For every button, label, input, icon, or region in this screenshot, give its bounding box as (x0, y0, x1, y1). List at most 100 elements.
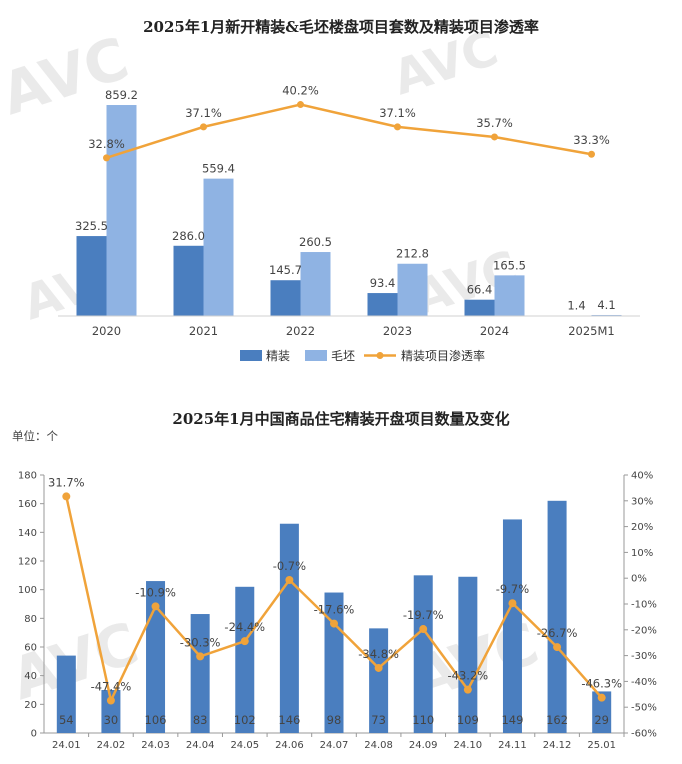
rate-label: 37.1% (379, 106, 416, 120)
x-tick-label: 24.01 (52, 740, 81, 751)
rate-point (394, 123, 401, 131)
bar-maopi (300, 252, 331, 316)
x-tick-label: 24.11 (498, 740, 527, 751)
rate-point (297, 101, 304, 109)
change-label: -0.7% (273, 559, 306, 573)
change-point (151, 602, 160, 611)
x-tick-label: 24.02 (97, 740, 126, 751)
change-label: -34.8% (358, 647, 399, 661)
change-point (463, 685, 472, 694)
chart2-unit-label: 单位：个 (12, 429, 58, 443)
data-label-count: 29 (594, 713, 609, 727)
data-label-count: 30 (104, 713, 119, 727)
data-label-jingzhuang: 145.7 (269, 263, 302, 277)
bar-jingzhuang (367, 293, 398, 316)
data-label-count: 162 (546, 713, 568, 727)
data-label-count: 110 (412, 713, 434, 727)
change-label: -47.4% (91, 679, 132, 693)
change-point (240, 637, 249, 646)
bar-count (279, 523, 299, 733)
y-tick-label: 140 (18, 528, 37, 539)
change-label: -17.6% (314, 603, 355, 617)
y-tick-label: 100 (18, 585, 37, 596)
y-tick-label: 0 (31, 729, 37, 740)
change-point (553, 643, 562, 652)
bar-jingzhuang (173, 245, 204, 316)
x-tick-label: 24.07 (320, 740, 349, 751)
bar-count (502, 519, 522, 733)
change-label: -46.3% (581, 677, 622, 691)
x-tick-label: 24.09 (409, 740, 438, 751)
x-tick-label: 24.03 (141, 740, 170, 751)
data-label-count: 102 (234, 713, 256, 727)
y-right-tick-label: -20% (631, 625, 657, 636)
change-point (196, 652, 205, 661)
data-label-count: 109 (457, 713, 479, 727)
data-label-jingzhuang: 286.0 (172, 229, 205, 243)
bar-maopi (591, 314, 622, 316)
bar-count (56, 655, 76, 733)
change-point (62, 492, 71, 501)
data-label-maopi: 260.5 (299, 235, 332, 249)
data-label-jingzhuang: 93.4 (370, 276, 396, 290)
chart1-rate-line: 32.8% 37.1% 40.2% 37.1% 35.7% 33.3% (88, 84, 610, 162)
data-label-count: 149 (501, 713, 523, 727)
y-right-tick-label: 40% (631, 471, 653, 482)
bar-count (101, 690, 121, 733)
y-right-tick-label: -50% (631, 703, 657, 714)
x-tick-label: 2025M1 (568, 324, 615, 338)
bar-count (369, 628, 389, 733)
data-label-count: 106 (145, 713, 167, 727)
x-tick-label: 24.06 (275, 740, 304, 751)
bar-maopi (203, 178, 234, 316)
rate-point (588, 150, 595, 158)
bar-jingzhuang (270, 280, 301, 316)
rate-point (491, 133, 498, 141)
y-right-tick-label: 30% (631, 496, 653, 507)
y-right-tick-label: -40% (631, 677, 657, 688)
change-point (106, 696, 115, 705)
rate-label: 33.3% (573, 133, 610, 147)
bar-count (547, 500, 567, 733)
bar-maopi (106, 105, 137, 316)
rate-label: 35.7% (476, 116, 513, 130)
data-label-count: 146 (278, 713, 300, 727)
bar-jingzhuang (76, 236, 107, 316)
y-tick-label: 60 (24, 643, 37, 654)
bar-count (190, 614, 210, 733)
bar-count (235, 586, 255, 733)
data-label-maopi: 559.4 (202, 162, 235, 176)
data-label-jingzhuang: 325.5 (75, 219, 108, 233)
change-label: -26.7% (537, 626, 578, 640)
x-tick-label: 2024 (480, 324, 509, 338)
data-label-count: 98 (327, 713, 342, 727)
y-right-tick-label: 10% (631, 548, 653, 559)
y-right-tick-label: 0% (631, 574, 647, 585)
data-label-jingzhuang: 1.4 (567, 299, 585, 313)
bar-maopi (397, 263, 428, 316)
data-label-maopi: 4.1 (597, 298, 615, 312)
y-right-tick-label: -30% (631, 651, 657, 662)
rate-point (103, 154, 110, 162)
change-point (597, 693, 606, 702)
bar-jingzhuang (464, 299, 495, 316)
chart1-x-axis: 2020 2021 2022 2023 2024 2025M1 (58, 315, 640, 338)
bar-count (592, 691, 612, 733)
x-tick-label: 24.08 (364, 740, 393, 751)
chart1-bars: 325.5 859.2 286.0 559.4 145.7 260.5 93.4 212.8 6… (75, 88, 622, 316)
change-label: -19.7% (403, 608, 444, 622)
data-label-count: 54 (59, 713, 74, 727)
change-point (419, 625, 428, 634)
chart2-bars: 54 30 106 83 102 146 98 73 110 109 149 162 29 (56, 500, 612, 733)
x-tick-label: 2020 (92, 324, 121, 338)
rate-label: 40.2% (282, 84, 319, 98)
change-point (285, 576, 294, 585)
x-tick-label: 24.04 (186, 740, 215, 751)
x-tick-label: 2023 (383, 324, 412, 338)
data-label-count: 83 (193, 713, 208, 727)
change-point (374, 663, 383, 672)
y-right-tick-label: -10% (631, 600, 657, 611)
y-tick-label: 40 (24, 671, 37, 682)
